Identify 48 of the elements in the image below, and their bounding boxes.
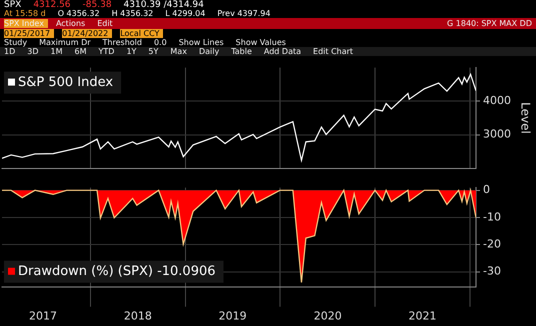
text: At 15:58 d: [4, 9, 47, 18]
text: 1Y: [126, 47, 138, 56]
text: 4310.39 /4314.94: [124, 0, 205, 10]
text: Local CCY: [120, 29, 164, 38]
text: G 1840: SPX MAX DD: [447, 19, 533, 28]
x-tick-label: 2017: [29, 309, 58, 322]
text: Actions: [56, 19, 86, 28]
text: Maximum Dr: [39, 38, 92, 47]
text: L 4299.04: [165, 9, 206, 18]
text: 1M: [50, 47, 64, 56]
y-tick-label: 0: [483, 183, 490, 196]
text: Table: [231, 47, 253, 56]
text: O 4356.32: [58, 9, 101, 18]
text: Prev 4397.94: [217, 9, 272, 18]
text: YTD: [98, 47, 116, 56]
text: Max: [170, 47, 188, 56]
text: Threshold: [102, 38, 143, 47]
legend-label: S&P 500 Index: [18, 74, 114, 90]
text: -85.38: [82, 0, 113, 10]
text: Daily: [198, 47, 220, 56]
x-tick-label: 2019: [218, 309, 247, 322]
x-tick-label: 2021: [408, 309, 436, 322]
x-tick-label: 2018: [124, 309, 152, 322]
text: Show Values: [236, 38, 287, 47]
legend-label: Drawdown (%) (SPX) -10.0906: [18, 264, 216, 280]
text: 01/24/2022: [62, 29, 112, 38]
text: Add Data: [264, 47, 302, 56]
text: Edit: [97, 19, 114, 28]
y-tick-label: 4000: [483, 94, 511, 108]
y-tick-label: -10: [483, 210, 501, 224]
text: SPX: [4, 0, 22, 10]
text: 1D: [4, 47, 16, 56]
y-axis-title: Level: [518, 102, 533, 134]
y-tick-label: -30: [483, 264, 501, 278]
text: Show Lines: [178, 38, 225, 47]
text: 3D: [27, 47, 40, 56]
text: Edit Chart: [313, 47, 354, 56]
text: 6M: [74, 47, 88, 56]
y-tick-label: -20: [483, 238, 501, 251]
text: 0.0: [154, 38, 168, 47]
text: 01/25/2017: [4, 29, 54, 38]
y-tick-label: 3000: [483, 128, 511, 141]
text: SPX Index: [4, 19, 48, 28]
x-tick-label: 2020: [314, 309, 342, 322]
text: 5Y: [148, 47, 160, 56]
text: 4312.56: [33, 0, 72, 10]
text: Study: [4, 38, 28, 47]
text: H 4356.32: [112, 9, 154, 18]
